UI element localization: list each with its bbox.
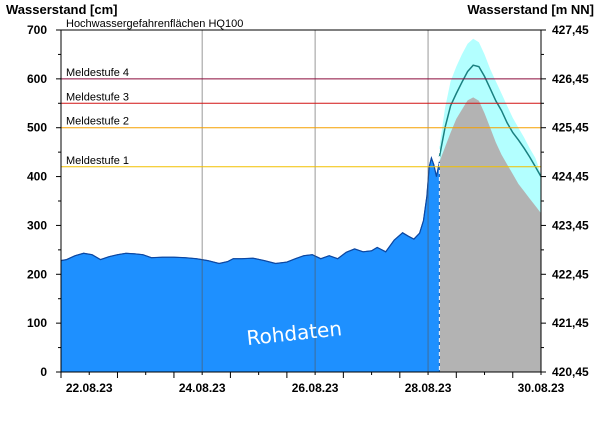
reference-lines: Hochwassergefahrenflächen HQ100 Meldestuf… bbox=[61, 18, 541, 168]
left-tick-label: 600 bbox=[27, 72, 47, 86]
reference-line-label: Meldestufe 3 bbox=[66, 91, 129, 103]
x-tick-label: 28.08.23 bbox=[405, 381, 452, 395]
left-tick-label: 400 bbox=[27, 170, 47, 184]
x-tick-label: 22.08.23 bbox=[66, 381, 113, 395]
right-tick-label: 422,45 bbox=[552, 267, 589, 281]
left-axis-title: Wasserstand [cm] bbox=[6, 2, 118, 17]
measured-line bbox=[60, 155, 440, 265]
right-tick-label: 420,45 bbox=[552, 365, 589, 379]
right-tick-label: 426,45 bbox=[552, 72, 589, 86]
x-axis-ticks: 22.08.23 24.08.23 26.08.23 28.08.23 30.08.23 bbox=[60, 372, 565, 395]
x-tick-label: 26.08.23 bbox=[292, 381, 339, 395]
reference-line-label: Hochwassergefahrenflächen HQ100 bbox=[66, 18, 243, 30]
x-tick-label: 30.08.23 bbox=[518, 381, 565, 395]
right-tick-label: 424,45 bbox=[552, 170, 589, 184]
right-axis-title: Wasserstand [m NN] bbox=[467, 2, 594, 17]
reference-line-label: Meldestufe 2 bbox=[66, 116, 129, 128]
measured-series bbox=[60, 155, 440, 373]
left-tick-label: 300 bbox=[27, 218, 47, 232]
left-tick-label: 0 bbox=[40, 365, 47, 379]
forecast-low-area bbox=[439, 97, 541, 373]
right-tick-label: 423,45 bbox=[552, 218, 589, 232]
forecast-median-series bbox=[438, 64, 542, 177]
forecast-low-band bbox=[439, 97, 541, 373]
right-tick-label: 421,45 bbox=[552, 316, 589, 330]
left-tick-label: 200 bbox=[27, 267, 47, 281]
x-tick-label: 24.08.23 bbox=[179, 381, 226, 395]
forecast-median-line bbox=[438, 64, 542, 177]
left-tick-label: 100 bbox=[27, 316, 47, 330]
right-tick-label: 425,45 bbox=[552, 121, 589, 135]
reference-line-label: Meldestufe 1 bbox=[66, 155, 129, 167]
day-gridlines bbox=[201, 30, 440, 372]
reference-line-label: Meldestufe 4 bbox=[66, 67, 129, 79]
left-tick-label: 700 bbox=[27, 23, 47, 37]
left-axis-ticks: 0 100 200 300 400 500 600 700 bbox=[27, 23, 61, 379]
left-tick-label: 500 bbox=[27, 121, 47, 135]
right-axis-ticks: 420,45 421,45 422,45 423,45 424,45 425,45 426,… bbox=[541, 23, 589, 379]
right-tick-label: 427,45 bbox=[552, 23, 589, 37]
